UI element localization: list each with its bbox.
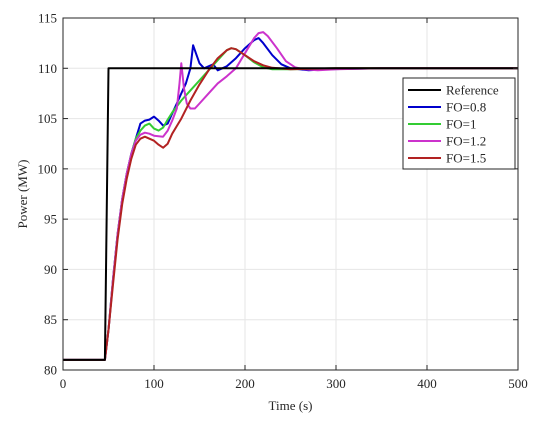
grid	[62, 17, 519, 371]
y-tick-label: 115	[38, 11, 57, 26]
y-tick-label: 85	[44, 312, 57, 327]
series-line-fo-4	[63, 47, 518, 361]
y-tick-label: 110	[38, 61, 57, 76]
x-axis-label: Time (s)	[269, 398, 313, 413]
legend-label: FO=1.5	[446, 151, 486, 166]
x-tick-label: 400	[417, 376, 437, 391]
y-tick-label: 90	[44, 262, 57, 277]
series-line-fo-3	[63, 31, 518, 361]
legend-label: FO=0.8	[446, 100, 486, 115]
y-tick-label: 100	[38, 161, 58, 176]
y-tick-label: 105	[38, 111, 58, 126]
x-tick-label: 0	[60, 376, 67, 391]
series-line-reference	[63, 67, 518, 361]
y-tick-label: 80	[44, 363, 57, 378]
x-tick-label: 200	[235, 376, 255, 391]
legend-label: FO=1.2	[446, 134, 486, 149]
x-tick-label: 500	[508, 376, 528, 391]
y-tick-label: 95	[44, 212, 57, 227]
series-lines	[63, 31, 518, 361]
plot-frame	[62, 17, 519, 371]
legend-label: Reference	[446, 83, 499, 98]
legend-label: FO=1	[446, 117, 476, 132]
y-axis-label: Power (MW)	[15, 160, 30, 229]
legend: Reference FO=0.8 FO=1 FO=1.2 FO=1.5	[402, 77, 516, 170]
axis-ticks: 0 100 200 300 400 500 80 85 90 95 100 105 110 115	[38, 11, 528, 392]
x-tick-label: 300	[326, 376, 346, 391]
x-tick-label: 100	[144, 376, 164, 391]
